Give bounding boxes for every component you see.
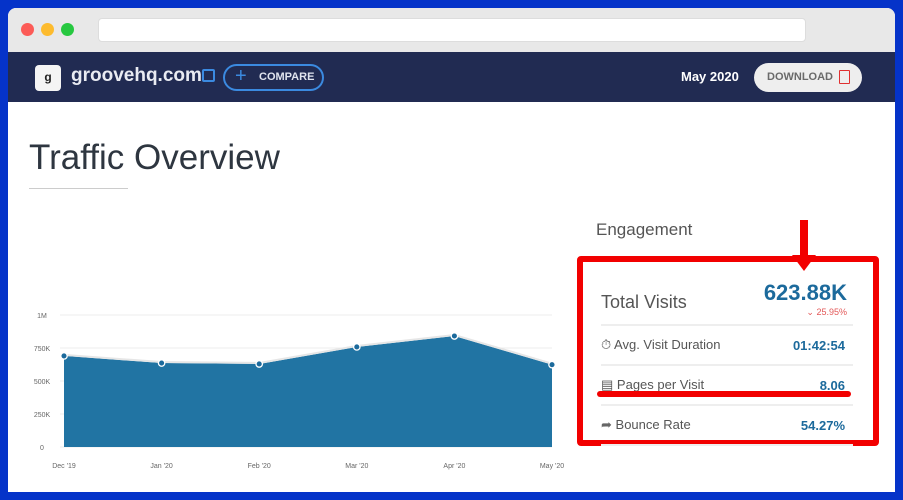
engagement-title: Engagement: [596, 220, 693, 239]
title-bar: [8, 8, 895, 52]
stopwatch-icon: ⏱: [601, 337, 612, 352]
compare-button[interactable]: + COMPARE: [223, 64, 324, 91]
annotation-arrowhead: [792, 255, 816, 271]
total-visits-change: ⌄ 25.95%: [806, 307, 847, 317]
metric-label: ➦ Bounce Rate: [601, 417, 691, 433]
area-series: [64, 335, 552, 447]
x-tick-label: Feb '20: [248, 463, 271, 470]
data-point: [255, 360, 264, 368]
top-nav: g groovehq.com + COMPARE May 2020 DOWNLOA…: [8, 52, 895, 102]
x-tick-label: Apr '20: [443, 463, 465, 470]
browser-window: g groovehq.com + COMPARE May 2020 DOWNLOA…: [8, 8, 895, 492]
total-visits-label: Total Visits: [601, 292, 687, 312]
total-visits-row: Total Visits 623.88K ⌄ 25.95%: [601, 276, 853, 326]
close-button[interactable]: [21, 23, 34, 36]
pdf-icon: [839, 70, 850, 84]
engagement-card: Total Visits 623.88K ⌄ 25.95% ⏱ Avg. Vis…: [577, 256, 879, 446]
total-visits-value: 623.88K: [763, 280, 847, 305]
y-tick-label: 500K: [34, 379, 51, 386]
month-label: May 2020: [681, 69, 739, 84]
data-point: [157, 359, 166, 367]
site-logo: g: [35, 65, 61, 91]
metric-label: ▤ Pages per Visit: [601, 377, 704, 393]
metric-row: ▤ Pages per Visit 8.06: [601, 366, 853, 406]
share-arrow-icon: ➦: [601, 417, 612, 432]
data-point: [60, 352, 68, 360]
pages-icon: ▤: [601, 377, 614, 392]
traffic-chart: 0 250K 500K 750K 1M Dec '19 Jan '20 Feb '20 Mar …: [34, 313, 564, 470]
metric-value: 54.27%: [800, 418, 845, 433]
plus-icon: +: [235, 65, 247, 87]
metric-row: ⏱ Avg. Visit Duration 01:42:54: [601, 326, 853, 366]
page-title: Traffic Overview: [29, 138, 280, 177]
y-tick-label: 1M: [37, 313, 47, 320]
maximize-button[interactable]: [61, 23, 74, 36]
title-divider: [29, 188, 128, 189]
annotation-arrow: [800, 220, 808, 260]
x-tick-label: Jan '20: [150, 463, 172, 470]
metric-label-text: Avg. Visit Duration: [614, 337, 721, 352]
metric-value: 8.06: [819, 378, 845, 393]
metric-label-text: Bounce Rate: [615, 417, 691, 432]
minimize-button[interactable]: [41, 23, 54, 36]
y-tick-label: 0: [40, 445, 44, 452]
download-label: DOWNLOAD: [767, 71, 833, 83]
metric-label-text: Pages per Visit: [616, 377, 705, 392]
x-tick-label: Mar '20: [345, 463, 368, 470]
data-point: [352, 343, 361, 351]
annotation-underline: [597, 391, 851, 397]
external-link-icon[interactable]: [202, 69, 215, 82]
metric-label: ⏱ Avg. Visit Duration: [601, 337, 721, 353]
metric-row: ➦ Bounce Rate 54.27%: [601, 406, 853, 446]
metric-value: 01:42:54: [792, 338, 845, 353]
download-button[interactable]: DOWNLOAD: [754, 63, 862, 92]
y-tick-label: 250K: [34, 412, 51, 419]
x-tick-label: May '20: [540, 463, 564, 470]
address-bar[interactable]: [98, 18, 806, 42]
data-point: [548, 360, 556, 369]
data-point: [450, 332, 459, 340]
compare-label: COMPARE: [259, 71, 315, 83]
x-tick-label: Dec '19: [52, 463, 76, 470]
series-line: [63, 333, 553, 365]
site-name: groovehq.com: [71, 65, 202, 86]
change-value: 25.95%: [816, 307, 847, 317]
y-tick-label: 750K: [34, 346, 51, 353]
